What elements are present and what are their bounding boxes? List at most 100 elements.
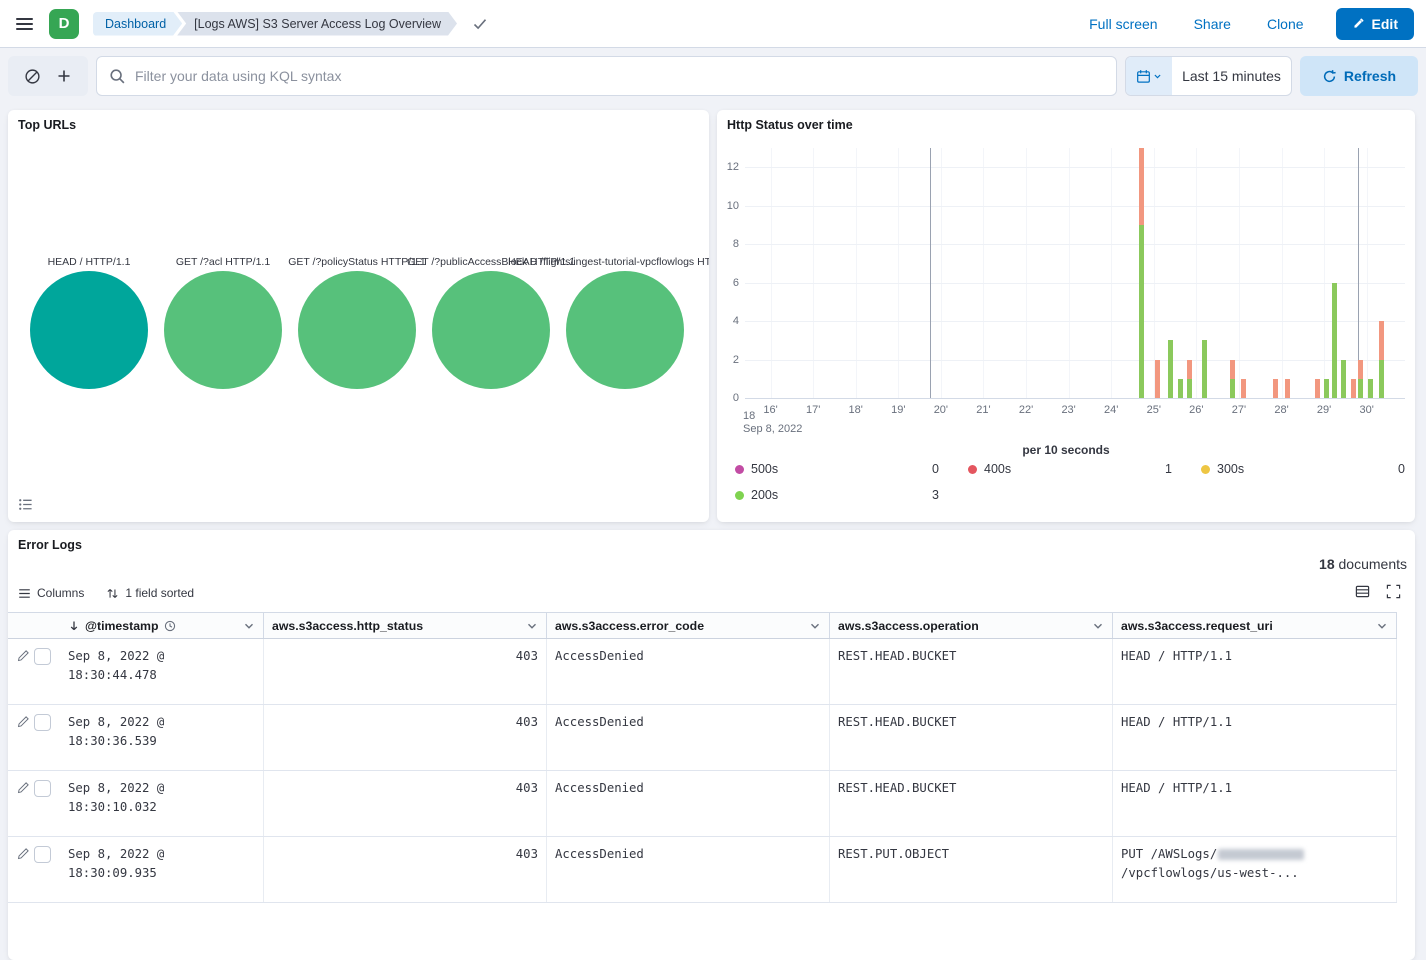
add-filter-icon[interactable]	[56, 68, 72, 84]
x-tick-label: 20'	[933, 404, 949, 416]
bar-segment-400s[interactable]	[1357, 359, 1363, 379]
pencil-icon[interactable]	[17, 781, 30, 794]
chevron-down-icon[interactable]	[1376, 620, 1388, 632]
refresh-icon	[1322, 69, 1337, 84]
column-header-error_code[interactable]: aws.s3access.error_code	[547, 613, 830, 638]
breadcrumb-dashboard[interactable]: Dashboard	[93, 12, 182, 36]
row-checkbox[interactable]	[34, 846, 51, 863]
clone-link[interactable]: Clone	[1266, 15, 1304, 32]
pencil-icon[interactable]	[17, 847, 30, 860]
legend-label: 400s	[984, 462, 1012, 476]
bar-segment-400s[interactable]	[1240, 378, 1246, 398]
clock-icon	[164, 620, 175, 631]
bar-segment-200s[interactable]	[1138, 224, 1144, 398]
bar-segment-400s[interactable]	[1379, 321, 1385, 360]
legend-item-400s[interactable]: 400s 1	[968, 462, 1172, 476]
time-picker[interactable]: Last 15 minutes	[1125, 56, 1292, 96]
column-header-operation[interactable]: aws.s3access.operation	[830, 613, 1113, 638]
legend-item-300s[interactable]: 300s 0	[1201, 462, 1405, 476]
share-link[interactable]: Share	[1193, 15, 1231, 32]
cell-http_status: 403	[264, 639, 547, 704]
gridline-horizontal	[745, 359, 1405, 361]
legend-dot	[735, 490, 744, 500]
y-tick-label: 0	[732, 392, 739, 404]
breadcrumb-current-page[interactable]: [Logs AWS] S3 Server Access Log Overview	[177, 12, 457, 36]
space-avatar[interactable]: D	[49, 8, 79, 39]
bar-segment-400s[interactable]	[1272, 378, 1278, 398]
y-tick-label: 4	[732, 315, 739, 328]
table-row: Sep 8, 2022 @ 18:30:36.539 403 AccessDenie…	[8, 705, 1397, 771]
bar-segment-200s[interactable]	[1357, 378, 1363, 398]
pie-slice[interactable]	[566, 271, 684, 389]
table-row-partial	[8, 903, 1397, 912]
bar-segment-400s[interactable]	[1138, 148, 1144, 225]
full-screen-link[interactable]: Full screen	[1089, 15, 1158, 32]
bar-segment-200s[interactable]	[1323, 378, 1329, 398]
bar-segment-400s[interactable]	[1154, 359, 1160, 398]
pie-slice-label: GET /?policyStatus HTTP/1.1	[288, 256, 426, 268]
legend-item-200s[interactable]: 200s 3	[735, 488, 939, 502]
pencil-icon[interactable]	[17, 649, 30, 662]
http-status-chart: 16' 17' 18' 19' 20' 21' 22' 23' 24' 25' 26' 27' 28' 2…	[717, 110, 1415, 522]
x-tick-label: 16'	[763, 404, 778, 416]
kql-input[interactable]	[97, 57, 1116, 95]
cell-operation: REST.HEAD.BUCKET	[830, 705, 1113, 770]
bar-segment-400s[interactable]	[1351, 378, 1357, 398]
columns-button[interactable]: Columns	[18, 586, 84, 600]
sort-fields-button[interactable]: 1 field sorted	[106, 586, 194, 600]
bar-segment-200s[interactable]	[1340, 359, 1346, 398]
gridline-horizontal	[745, 205, 1405, 207]
column-header-http_status[interactable]: aws.s3access.http_status	[264, 613, 547, 638]
pie-slice-label: HEAD /flights/ingest-tutorial-vpcflowlog…	[508, 256, 709, 268]
column-header-label: aws.s3access.operation	[838, 618, 979, 633]
pencil-icon	[1352, 17, 1365, 30]
pie-slice[interactable]	[164, 271, 282, 389]
chevron-down-icon[interactable]	[1092, 620, 1104, 632]
bar-segment-200s[interactable]	[1168, 340, 1174, 398]
legend-toggle-icon[interactable]	[18, 497, 33, 512]
filter-ignore-icon[interactable]	[24, 68, 41, 85]
edit-button[interactable]: Edit	[1335, 7, 1414, 40]
chevron-down-icon[interactable]	[809, 620, 821, 632]
bar-segment-400s[interactable]	[1315, 378, 1321, 398]
cell-timestamp: Sep 8, 2022 @ 18:30:09.935	[60, 837, 264, 902]
cell-http_status: 403	[264, 705, 547, 770]
refresh-button[interactable]: Refresh	[1300, 56, 1418, 96]
bar-segment-200s[interactable]	[1187, 378, 1193, 398]
pie-slice[interactable]	[298, 271, 416, 389]
menu-icon[interactable]	[12, 14, 37, 34]
gridline-vertical	[1111, 148, 1113, 398]
column-header-timestamp[interactable]: @timestamp	[60, 613, 264, 638]
bar-segment-200s[interactable]	[1332, 282, 1338, 398]
bar-segment-200s[interactable]	[1368, 378, 1374, 398]
calendar-icon[interactable]	[1126, 57, 1172, 95]
bar-segment-400s[interactable]	[1230, 359, 1236, 379]
column-header-request_uri[interactable]: aws.s3access.request_uri	[1113, 613, 1397, 638]
bar-segment-200s[interactable]	[1177, 378, 1183, 398]
fullscreen-icon[interactable]	[1386, 584, 1401, 599]
display-options-icon[interactable]	[1355, 584, 1370, 599]
row-checkbox[interactable]	[34, 714, 51, 731]
bar-segment-200s[interactable]	[1379, 359, 1385, 398]
pencil-icon[interactable]	[17, 715, 30, 728]
bar-segment-200s[interactable]	[1202, 340, 1208, 398]
chevron-down-icon[interactable]	[243, 620, 255, 632]
sort-fields-button-label: 1 field sorted	[125, 586, 195, 600]
row-checkbox[interactable]	[34, 648, 51, 665]
kql-search	[96, 56, 1117, 96]
http-status-legend: 500s 0 400s 1 300s 0 200s 3	[735, 462, 1405, 502]
bar-segment-400s[interactable]	[1187, 359, 1193, 379]
chevron-down-icon[interactable]	[526, 620, 538, 632]
cell-error_code: AccessDenied	[547, 705, 830, 770]
bar-segment-400s[interactable]	[1285, 378, 1291, 398]
pie-slice[interactable]	[432, 271, 550, 389]
legend-dot	[735, 464, 744, 474]
time-range-label[interactable]: Last 15 minutes	[1182, 68, 1281, 84]
gridline-vertical	[983, 148, 985, 398]
y-tick-label: 6	[732, 276, 739, 289]
legend-item-500s[interactable]: 500s 0	[735, 462, 939, 476]
row-checkbox[interactable]	[34, 780, 51, 797]
bar-segment-200s[interactable]	[1230, 378, 1236, 398]
cell-error_code: AccessDenied	[547, 771, 830, 836]
pie-slice[interactable]	[30, 271, 148, 389]
